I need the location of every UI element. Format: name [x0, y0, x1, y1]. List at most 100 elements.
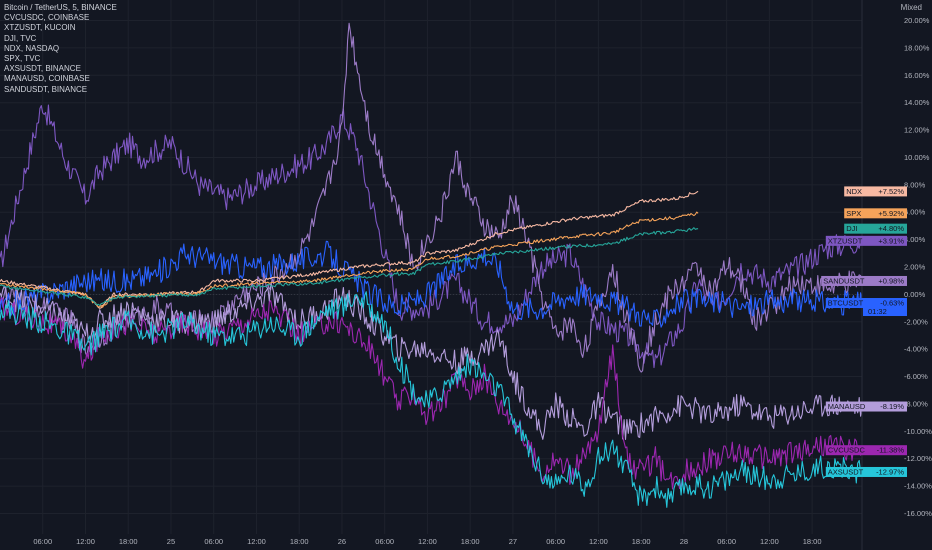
- y-tick-label: -4.00%: [904, 345, 928, 354]
- y-tick-label: 2.00%: [904, 263, 926, 272]
- badge-axsusdt: AXSUSDT -12.97%: [825, 466, 907, 477]
- comparison-legend-item[interactable]: SPX, TVC: [4, 54, 41, 64]
- x-tick-label: 06:00: [375, 537, 394, 546]
- x-tick-label: 18:00: [461, 537, 480, 546]
- badge-value: -8.19%: [880, 402, 904, 411]
- x-tick-label: 28: [680, 537, 688, 546]
- y-tick-label: -2.00%: [904, 317, 928, 326]
- y-tick-label: 16.00%: [904, 71, 930, 80]
- badge-background: [863, 445, 907, 456]
- x-tick-label: 12:00: [76, 537, 95, 546]
- badge-value: -12.97%: [876, 467, 904, 476]
- comparison-legend-item[interactable]: AXSUSDT, BINANCE: [4, 64, 81, 74]
- y-tick-label: 18.00%: [904, 43, 930, 52]
- badge-label: AXSUSDT: [828, 467, 864, 476]
- series-line-xtzusdt: [0, 104, 863, 369]
- badge-btcusdt: BTCUSDT -0.63%01:32: [825, 298, 907, 317]
- series-line-btcusdt: [0, 240, 863, 328]
- x-tick-label: 18:00: [632, 537, 651, 546]
- x-tick-label: 06:00: [717, 537, 736, 546]
- badge-value: +0.98%: [878, 276, 904, 285]
- badge-background: [863, 223, 907, 234]
- y-tick-label: -8.00%: [904, 399, 928, 408]
- badge-value: +5.92%: [878, 209, 904, 218]
- series-line-cvcusdc: [0, 297, 863, 490]
- badge-label-background: [844, 208, 863, 219]
- badge-background: [863, 208, 907, 219]
- y-tick-label: 14.00%: [904, 98, 930, 107]
- badge-label: DJI: [846, 224, 857, 233]
- x-tick-label: 06:00: [546, 537, 565, 546]
- time-scale[interactable]: 06:00 12:00 18:00 25 06:00 12:00 18:00 26 06:00 1…: [33, 537, 821, 546]
- badge-background: [863, 275, 907, 286]
- x-tick-label: 06:00: [33, 537, 52, 546]
- y-tick-label: 6.00%: [904, 208, 926, 217]
- y-tick-label: 0.00%: [904, 290, 926, 299]
- badge-cvcusdc: CVCUSDC -11.38%: [825, 445, 907, 456]
- badge-value: +4.80%: [878, 224, 904, 233]
- scale-mode-label[interactable]: Mixed: [900, 3, 922, 12]
- bar-countdown: 01:32: [868, 307, 887, 316]
- badge-spx: SPX +5.92%: [844, 208, 907, 219]
- series-lines: [0, 22, 863, 508]
- badge-value: -11.38%: [877, 446, 905, 455]
- badge-label-background: [825, 445, 863, 456]
- series-line-dji: [0, 227, 699, 307]
- badge-background: [863, 235, 907, 246]
- price-scale[interactable]: 20.00% 18.00% 16.00% 14.00% 12.00% 10.00% 8.00…: [861, 0, 932, 550]
- y-tick-label: 8.00%: [904, 180, 926, 189]
- x-tick-label: 26: [338, 537, 346, 546]
- badge-dji: DJI +4.80%: [844, 223, 907, 234]
- y-tick-label: -16.00%: [904, 509, 932, 518]
- badge-value: +7.52%: [878, 187, 904, 196]
- badge-background: [863, 401, 907, 412]
- y-tick-label: -12.00%: [904, 454, 932, 463]
- series-line-axsusdt: [0, 291, 863, 508]
- badge-ndx: NDX +7.52%: [844, 186, 907, 197]
- badge-label-background: [844, 223, 863, 234]
- badge-label: SANDUSDT: [823, 276, 865, 285]
- y-tick-label: 20.00%: [904, 16, 930, 25]
- comparison-list: CVCUSDC, COINBASE XTZUSDT, KUCOIN DJI, TVC…: [4, 13, 117, 95]
- badge-label: XTZUSDT: [828, 236, 863, 245]
- comparison-legend-item[interactable]: NDX, NASDAQ: [4, 43, 60, 53]
- main-symbol-title[interactable]: Bitcoin / TetherUS, 5, BINANCE: [4, 3, 117, 12]
- x-tick-label: 12:00: [247, 537, 266, 546]
- series-line-sandusdt: [0, 22, 863, 373]
- x-tick-label: 06:00: [204, 537, 223, 546]
- badge-label-background: [825, 298, 863, 309]
- comparison-legend-item[interactable]: XTZUSDT, KUCOIN: [4, 23, 76, 33]
- y-tick-label: -14.00%: [904, 482, 932, 491]
- badge-background: [863, 466, 907, 477]
- comparison-legend-item[interactable]: MANAUSD, COINBASE: [4, 74, 90, 84]
- comparison-legend-item[interactable]: CVCUSDC, COINBASE: [4, 13, 90, 23]
- badge-label-background: [825, 466, 863, 477]
- series-line-ndx: [0, 190, 699, 309]
- badge-label-background: [844, 186, 863, 197]
- badge-label: SPX: [846, 209, 861, 218]
- badge-label: NDX: [846, 187, 862, 196]
- y-tick-label: -6.00%: [904, 372, 928, 381]
- x-tick-label: 18:00: [803, 537, 822, 546]
- badge-label-background: [825, 235, 863, 246]
- badge-value: +3.91%: [878, 236, 904, 245]
- badge-xtzusdt: XTZUSDT +3.91%: [825, 235, 907, 246]
- last-value-badges: XTZUSDT +3.91% SANDUSDT +0.98% BTCUSDT -0.63%…: [821, 186, 907, 477]
- badge-label: CVCUSDC: [828, 446, 866, 455]
- comparison-legend-item[interactable]: DJI, TVC: [4, 33, 37, 43]
- badge-value: -0.63%: [880, 299, 904, 308]
- y-tick-label: 10.00%: [904, 153, 930, 162]
- badge-manausd: MANAUSD -8.19%: [825, 401, 907, 412]
- series-line-manausd: [0, 283, 863, 441]
- comparison-legend-item[interactable]: SANDUSDT, BINANCE: [4, 84, 88, 94]
- x-tick-label: 27: [509, 537, 517, 546]
- badge-sandusdt: SANDUSDT +0.98%: [821, 275, 907, 286]
- badge-label: BTCUSDT: [828, 299, 864, 308]
- badge-label-background: [821, 275, 863, 286]
- badge-label-background: [825, 401, 863, 412]
- y-tick-label: -10.00%: [904, 427, 932, 436]
- badge-background: [863, 186, 907, 197]
- x-tick-label: 18:00: [119, 537, 138, 546]
- x-tick-label: 18:00: [290, 537, 309, 546]
